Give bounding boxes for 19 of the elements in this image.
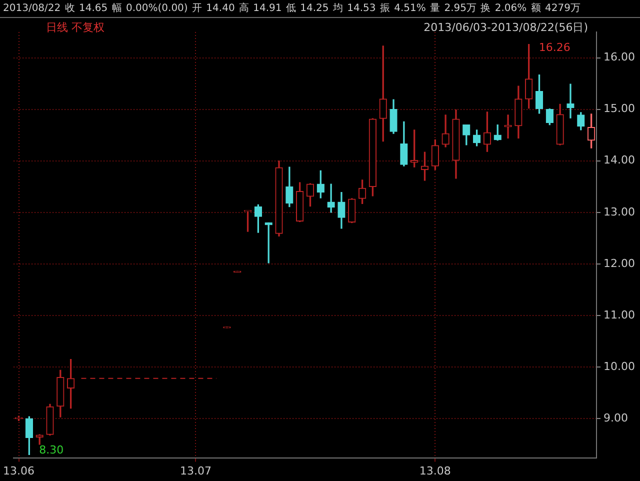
y-tick-label: 14.00 (604, 154, 636, 167)
y-tick-label: 16.00 (604, 50, 636, 64)
y-tick-label: 13.00 (604, 205, 636, 218)
x-tick-label: 13.07 (180, 464, 212, 478)
x-tick-label: 13.08 (419, 464, 451, 478)
y-tick-label: 12.00 (604, 256, 636, 270)
x-tick-label: 13.06 (3, 464, 35, 478)
chart-title: 2013/08/22 收 14.65 幅 0.00%(0.00) 开 14.40 高 14.91 低 14.25 均 14.53 振 4.51% 量 2.95万 换 2.06% 额 4279万 (0, 0, 640, 18)
annotation: 16.26 (538, 41, 570, 54)
y-tick-label: 15.00 (604, 102, 636, 116)
candlestick (566, 84, 574, 118)
candlestick (327, 184, 335, 213)
annotation: 8.30 (39, 444, 64, 457)
candlestick (504, 114, 512, 139)
y-tick-label: 11.00 (604, 308, 636, 322)
annotation: 2013/06/03-2013/08/22(56日) (424, 20, 588, 35)
chart-subtitle: 日线 不复权 (46, 20, 104, 35)
y-tick-label: 10.00 (604, 360, 636, 373)
y-tick-label: 9.00 (604, 411, 628, 424)
